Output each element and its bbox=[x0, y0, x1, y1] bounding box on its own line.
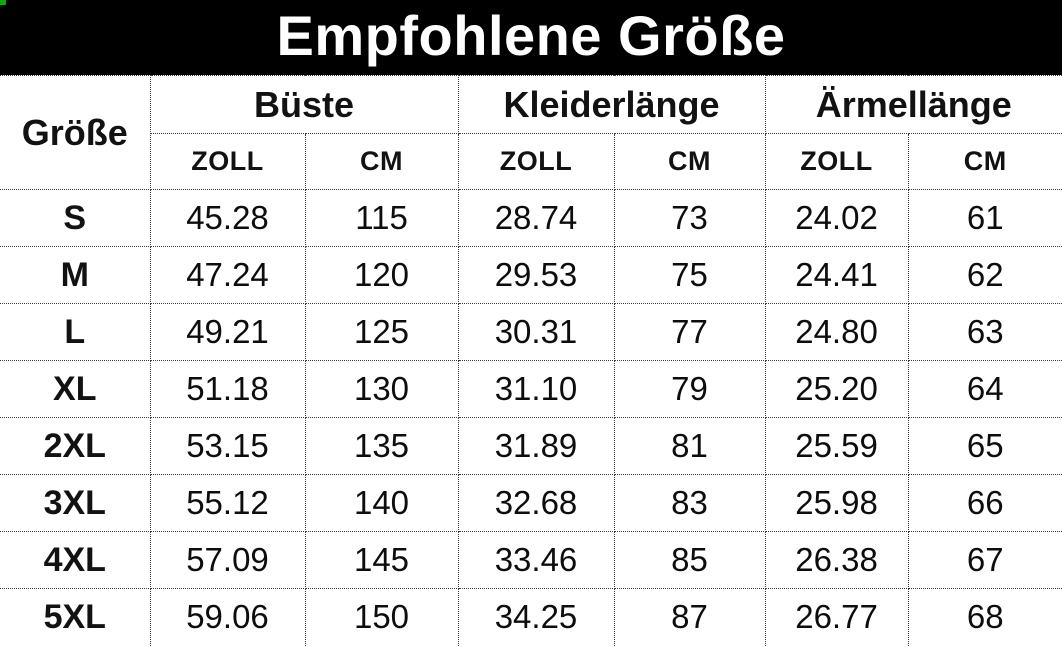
table-cell: 29.53 bbox=[457, 246, 615, 304]
table-row: S 45.28 115 28.74 73 24.02 61 bbox=[0, 189, 1062, 247]
table-cell: 64 bbox=[907, 360, 1062, 418]
table-cell: 45.28 bbox=[149, 189, 306, 247]
table-cell: 57.09 bbox=[149, 531, 306, 589]
table-cell: 140 bbox=[304, 474, 459, 532]
group-header-aermellaenge: Ärmellänge bbox=[764, 75, 1062, 134]
table-cell: 31.89 bbox=[457, 417, 615, 475]
table-cell: 83 bbox=[613, 474, 766, 532]
unit-header: ZOLL bbox=[457, 133, 615, 190]
chart-title: Empfohlene Größe bbox=[276, 3, 786, 67]
table-cell: 24.41 bbox=[764, 246, 909, 304]
unit-header: CM bbox=[304, 133, 459, 190]
table-cell: 150 bbox=[304, 588, 459, 646]
table-row: XL 51.18 130 31.10 79 25.20 64 bbox=[0, 360, 1062, 418]
size-label: 3XL bbox=[0, 474, 151, 532]
unit-header-row: ZOLL CM ZOLL CM ZOLL CM bbox=[0, 133, 1062, 190]
size-label: S bbox=[0, 189, 151, 247]
table-row: 4XL 57.09 145 33.46 85 26.38 67 bbox=[0, 531, 1062, 589]
table-cell: 61 bbox=[907, 189, 1062, 247]
unit-header: ZOLL bbox=[764, 133, 909, 190]
table-cell: 24.02 bbox=[764, 189, 909, 247]
table-cell: 25.20 bbox=[764, 360, 909, 418]
table-cell: 34.25 bbox=[457, 588, 615, 646]
size-label: 5XL bbox=[0, 588, 151, 646]
table-cell: 25.98 bbox=[764, 474, 909, 532]
table-cell: 81 bbox=[613, 417, 766, 475]
table-cell: 25.59 bbox=[764, 417, 909, 475]
table-row: 2XL 53.15 135 31.89 81 25.59 65 bbox=[0, 417, 1062, 475]
table-cell: 59.06 bbox=[149, 588, 306, 646]
table-cell: 55.12 bbox=[149, 474, 306, 532]
size-label: XL bbox=[0, 360, 151, 418]
size-label: L bbox=[0, 303, 151, 361]
table-cell: 31.10 bbox=[457, 360, 615, 418]
table-row: M 47.24 120 29.53 75 24.41 62 bbox=[0, 246, 1062, 304]
table-cell: 73 bbox=[613, 189, 766, 247]
table-row: 3XL 55.12 140 32.68 83 25.98 66 bbox=[0, 474, 1062, 532]
table-cell: 120 bbox=[304, 246, 459, 304]
table-cell: 63 bbox=[907, 303, 1062, 361]
table-cell: 68 bbox=[907, 588, 1062, 646]
group-header-kleiderlaenge: Kleiderlänge bbox=[457, 75, 766, 134]
group-header-row: Größe Büste Kleiderlänge Ärmellänge bbox=[0, 75, 1062, 190]
table-cell: 66 bbox=[907, 474, 1062, 532]
unit-header: CM bbox=[907, 133, 1062, 190]
table-cell: 75 bbox=[613, 246, 766, 304]
table-cell: 47.24 bbox=[149, 246, 306, 304]
unit-header: ZOLL bbox=[150, 133, 306, 190]
table-cell: 67 bbox=[907, 531, 1062, 589]
group-header-bueste: Büste bbox=[149, 75, 459, 134]
table-cell: 77 bbox=[613, 303, 766, 361]
table-cell: 85 bbox=[613, 531, 766, 589]
table-cell: 79 bbox=[613, 360, 766, 418]
table-cell: 65 bbox=[907, 417, 1062, 475]
table-cell: 51.18 bbox=[149, 360, 306, 418]
table-cell: 62 bbox=[907, 246, 1062, 304]
table-row: 5XL 59.06 150 34.25 87 26.77 68 bbox=[0, 588, 1062, 646]
table-cell: 30.31 bbox=[457, 303, 615, 361]
table-cell: 115 bbox=[304, 189, 459, 247]
unit-header: CM bbox=[613, 133, 766, 190]
table-cell: 26.38 bbox=[764, 531, 909, 589]
table-cell: 145 bbox=[304, 531, 459, 589]
table-cell: 87 bbox=[613, 588, 766, 646]
table-cell: 49.21 bbox=[149, 303, 306, 361]
table-cell: 32.68 bbox=[457, 474, 615, 532]
table-cell: 53.15 bbox=[149, 417, 306, 475]
size-label: 4XL bbox=[0, 531, 151, 589]
table-cell: 130 bbox=[304, 360, 459, 418]
size-label: M bbox=[0, 246, 151, 304]
table-cell: 24.80 bbox=[764, 303, 909, 361]
title-banner: Empfohlene Größe bbox=[0, 0, 1062, 75]
table-cell: 26.77 bbox=[764, 588, 909, 646]
size-label: 2XL bbox=[0, 417, 151, 475]
table-row: L 49.21 125 30.31 77 24.80 63 bbox=[0, 303, 1062, 361]
corner-artifact bbox=[0, 0, 6, 5]
table-cell: 33.46 bbox=[457, 531, 615, 589]
corner-header-groesse: Größe bbox=[0, 75, 151, 190]
size-table: Größe Büste Kleiderlänge Ärmellänge ZOLL… bbox=[0, 75, 1062, 646]
table-cell: 125 bbox=[304, 303, 459, 361]
table-cell: 28.74 bbox=[457, 189, 615, 247]
table-cell: 135 bbox=[304, 417, 459, 475]
